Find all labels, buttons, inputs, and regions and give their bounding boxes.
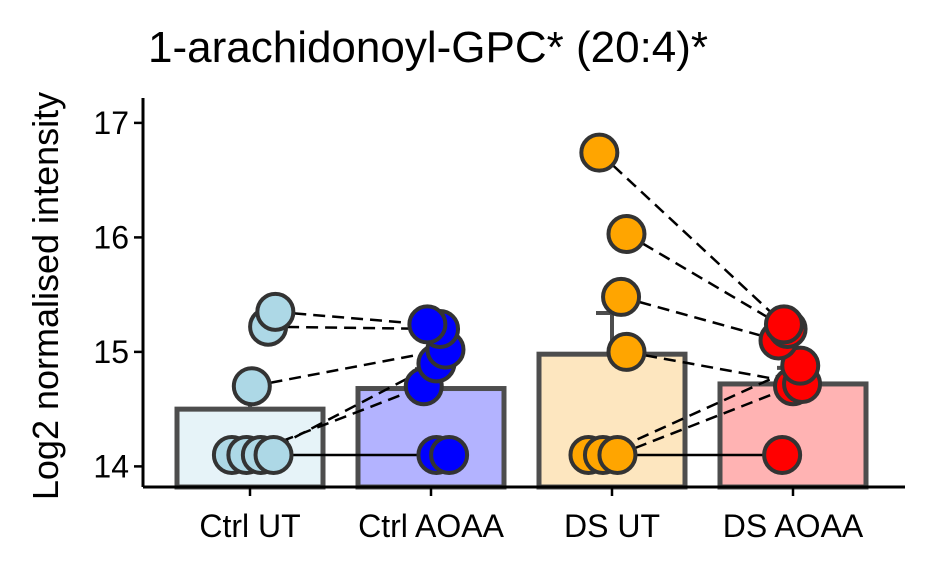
pair-line (251, 348, 446, 388)
y-tick-label: 14 (93, 448, 129, 484)
data-point (429, 434, 470, 475)
x-tick-label: Ctrl AOAA (358, 508, 504, 544)
axes-layer: 14 15 16 17 Ctrl UT Ctrl AOAA DS UT DS AOAA (93, 98, 905, 544)
pair-line (260, 362, 438, 457)
pair-line (616, 385, 794, 457)
data-point (601, 276, 642, 317)
data-point (780, 345, 821, 386)
data-point (762, 434, 803, 475)
pair-line (602, 364, 801, 457)
x-tick-label: Ctrl UT (199, 508, 300, 544)
chart-title: 1-arachidonoyl-GPC* (20:4)* (148, 23, 708, 72)
pair-line (245, 385, 425, 457)
x-tick-label: DS UT (564, 508, 660, 544)
pair-line (275, 310, 428, 326)
data-point (407, 304, 448, 345)
data-point (606, 213, 647, 254)
data-point (763, 304, 804, 345)
pair-line (598, 151, 785, 326)
x-tick-label: DS AOAA (723, 508, 864, 544)
data-point (253, 434, 294, 475)
data-point (597, 434, 638, 475)
y-tick-label: 15 (93, 334, 129, 370)
pair-line (626, 350, 803, 386)
data-point (231, 366, 272, 407)
y-axis-label: Log2 normalised intensity (25, 92, 66, 500)
data-point (606, 331, 647, 372)
pair-lines-layer (231, 151, 803, 457)
pair-line (625, 232, 789, 331)
data-point (579, 132, 620, 173)
y-tick-label: 17 (93, 105, 129, 141)
y-tick-label: 16 (93, 219, 129, 255)
points-layer (211, 132, 823, 475)
pair-line (620, 295, 779, 342)
data-point (255, 291, 296, 332)
